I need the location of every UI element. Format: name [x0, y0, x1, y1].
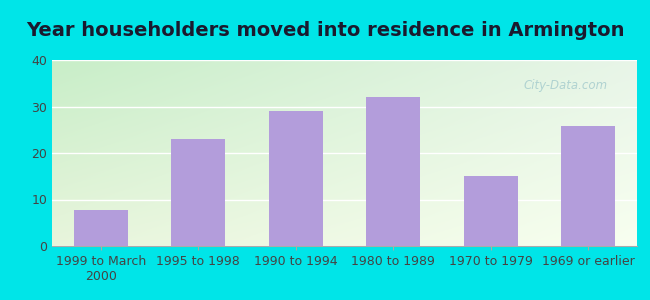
- Text: Year householders moved into residence in Armington: Year householders moved into residence i…: [26, 21, 624, 40]
- Text: City-Data.com: City-Data.com: [524, 79, 608, 92]
- Bar: [269, 111, 322, 246]
- Bar: [562, 126, 615, 246]
- Bar: [74, 210, 127, 246]
- Bar: [367, 97, 420, 246]
- Bar: [464, 176, 517, 246]
- Bar: [172, 139, 225, 246]
